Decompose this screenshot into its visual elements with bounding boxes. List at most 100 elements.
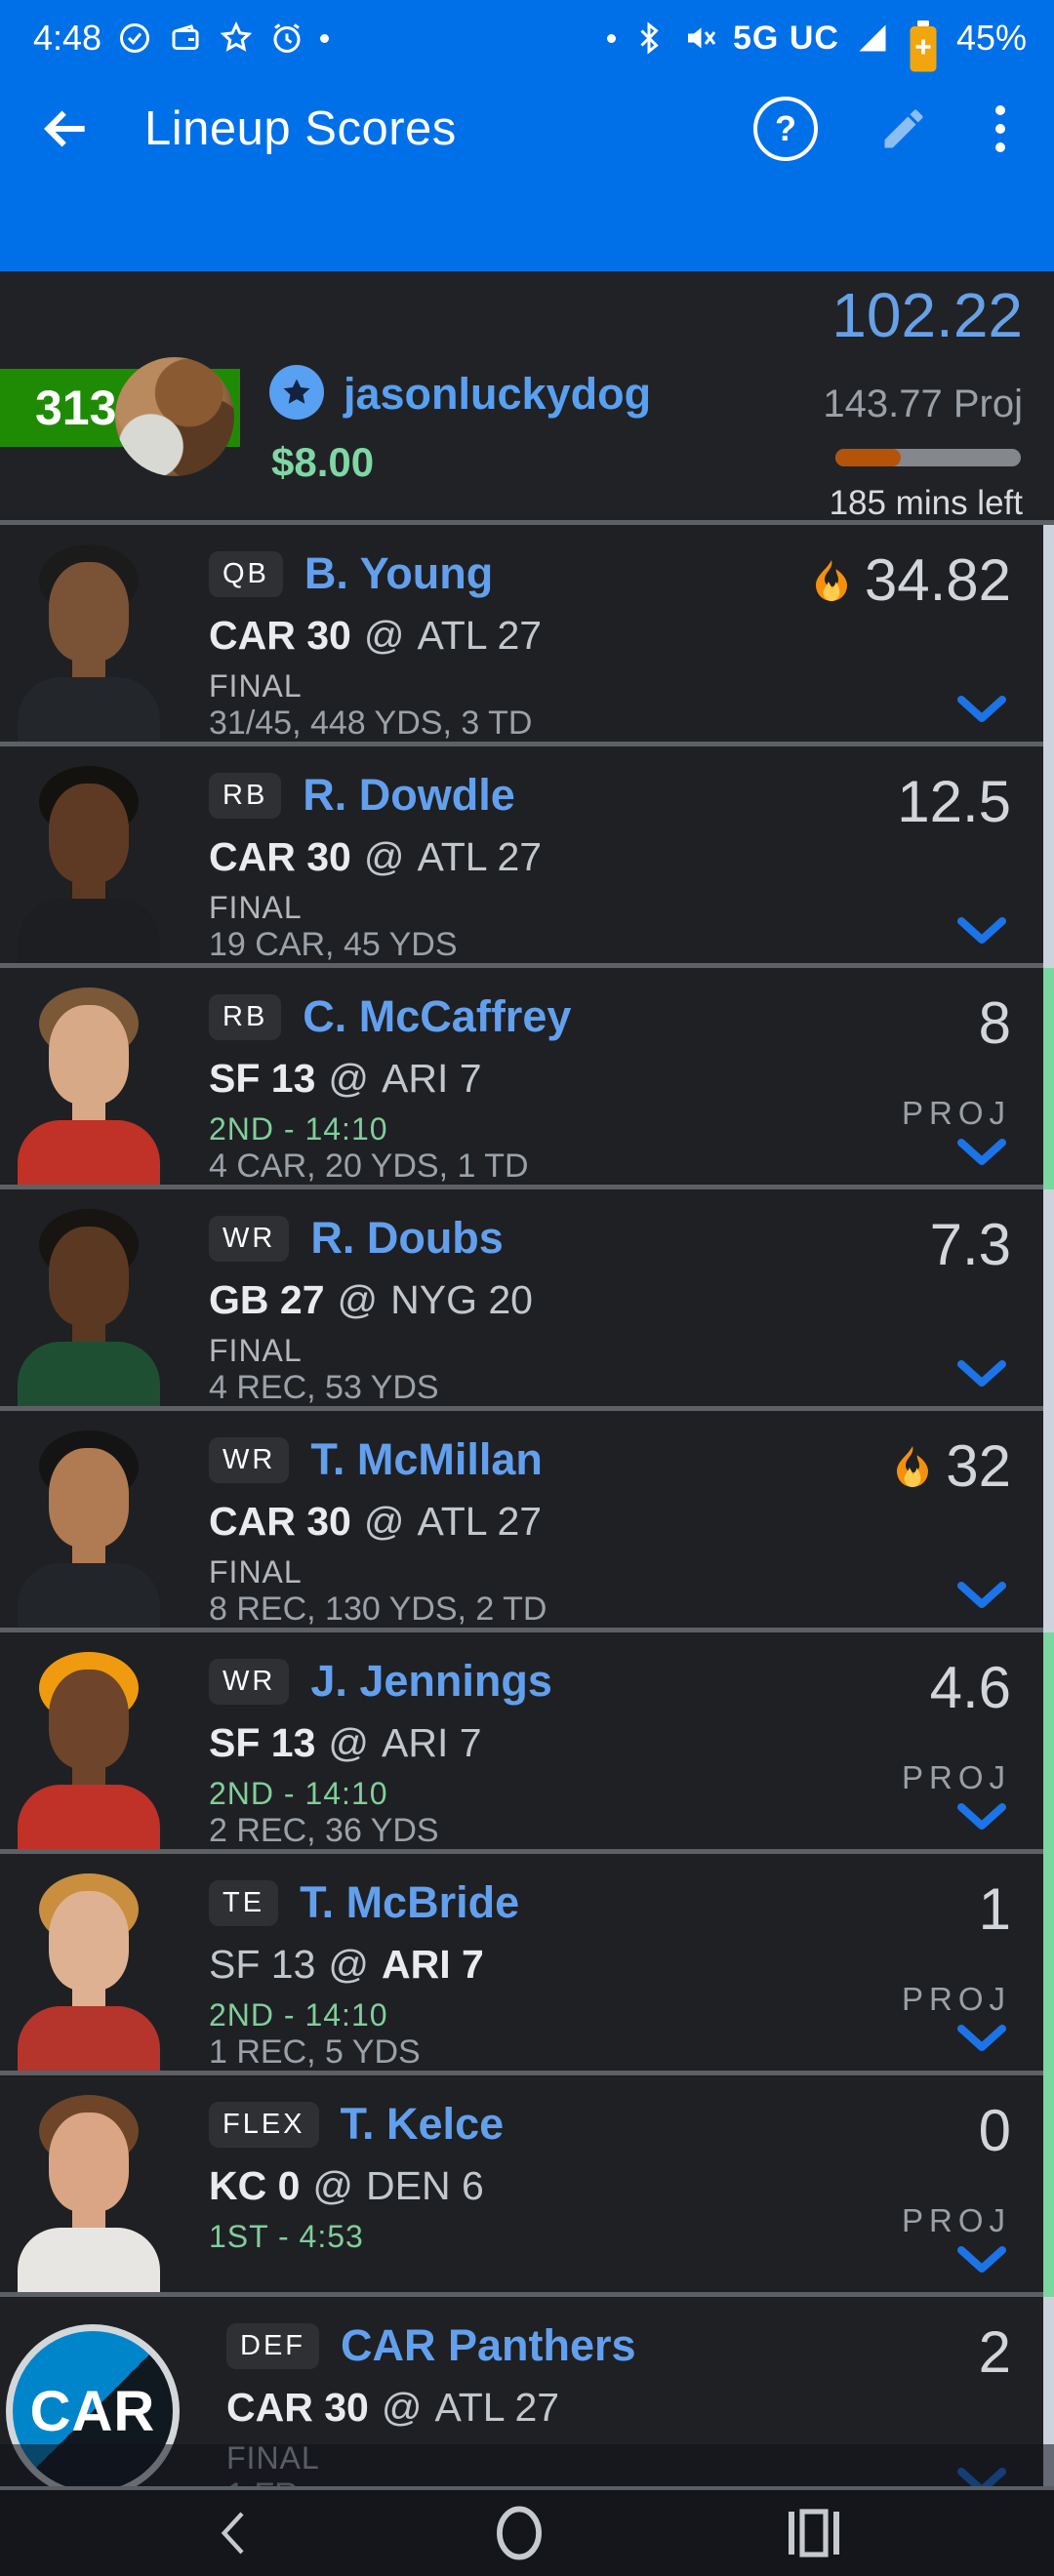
wallet-icon xyxy=(168,20,203,56)
points: 2 xyxy=(978,2319,1011,2385)
matchup: CAR 30 @ ATL 27 xyxy=(209,1499,543,1544)
status-strip xyxy=(1043,968,1054,1189)
notification-dot xyxy=(607,33,617,43)
nav-recents-icon[interactable] xyxy=(787,2507,841,2559)
status-strip xyxy=(1043,746,1054,968)
avatar[interactable] xyxy=(115,357,234,476)
page-title: Lineup Scores xyxy=(144,102,457,155)
player-photo xyxy=(16,984,162,1185)
battery-icon xyxy=(906,20,941,72)
back-arrow-icon[interactable] xyxy=(39,101,94,156)
stat-line: 2 REC, 36 YDS xyxy=(209,1812,439,1849)
status-strip xyxy=(1043,1411,1054,1632)
status-strip xyxy=(1043,525,1054,746)
player-name[interactable]: J. Jennings xyxy=(310,1656,552,1706)
player-name[interactable]: T. McBride xyxy=(300,1877,520,1927)
android-nav-bar xyxy=(0,2486,1054,2576)
points: 34.82 xyxy=(864,547,1011,613)
player-name[interactable]: R. Dowdle xyxy=(303,770,515,820)
proj-label: PROJ xyxy=(901,1095,1011,1131)
proj-label: PROJ xyxy=(901,2202,1011,2238)
player-photo xyxy=(16,541,162,742)
stat-line: 19 CAR, 45 YDS xyxy=(209,926,458,963)
player-list: QB B. Young CAR 30 @ ATL 27 FINAL 31/45, 4… xyxy=(0,525,1054,2518)
matchup: CAR 30 @ ATL 27 xyxy=(209,834,543,879)
chevron-down-icon[interactable] xyxy=(956,1138,1007,1167)
edit-pencil-icon[interactable] xyxy=(878,103,929,154)
game-status: 2ND - 14:10 xyxy=(209,1997,388,2033)
alarm-icon xyxy=(269,20,304,56)
lineup-summary: 3136 jasonluckydog $8.00 102.22 143.77 P… xyxy=(0,271,1054,525)
game-status: FINAL xyxy=(209,890,303,925)
game-status: FINAL xyxy=(209,668,303,704)
projected-score: 143.77 Proj xyxy=(823,382,1023,425)
nav-back-icon[interactable] xyxy=(213,2507,252,2559)
player-row[interactable]: FLEX T. Kelce KC 0 @ DEN 6 1ST - 4:53 0 PR… xyxy=(0,2075,1054,2297)
chevron-down-icon[interactable] xyxy=(956,1802,1007,1831)
network-type: 5G UC xyxy=(733,19,839,57)
game-status: 2ND - 14:10 xyxy=(209,1776,388,1811)
minutes-left: 185 mins left xyxy=(829,484,1023,522)
overflow-menu-icon[interactable] xyxy=(990,100,1011,158)
player-row[interactable]: WR J. Jennings SF 13 @ ARI 7 2ND - 14:10 2… xyxy=(0,1632,1054,1854)
star-icon xyxy=(219,20,254,56)
proj-label: PROJ xyxy=(901,1759,1011,1795)
points: 0 xyxy=(978,2098,1011,2163)
player-photo xyxy=(16,1427,162,1628)
position-badge: RB xyxy=(209,993,282,1040)
position-badge: DEF xyxy=(226,2322,319,2369)
player-row[interactable]: WR T. McMillan CAR 30 @ ATL 27 FINAL 8 REC… xyxy=(0,1411,1054,1632)
game-status: 1ST - 4:53 xyxy=(209,2219,364,2254)
status-bar: 4:48 5G UC xyxy=(0,0,1054,72)
player-photo xyxy=(16,2091,162,2292)
stat-line: 31/45, 448 YDS, 3 TD xyxy=(209,704,533,742)
chevron-down-icon[interactable] xyxy=(956,2024,1007,2053)
username[interactable]: jasonluckydog xyxy=(344,369,652,419)
position-badge: QB xyxy=(209,550,283,597)
points: 12.5 xyxy=(897,769,1011,834)
player-name[interactable]: T. McMillan xyxy=(310,1434,543,1484)
player-photo xyxy=(16,1648,162,1849)
stat-line: 1 REC, 5 YDS xyxy=(209,2033,421,2071)
chevron-down-icon[interactable] xyxy=(956,2245,1007,2274)
status-strip xyxy=(1043,1632,1054,1854)
winnings: $8.00 xyxy=(271,439,375,485)
mute-icon xyxy=(682,20,717,56)
player-row[interactable]: QB B. Young CAR 30 @ ATL 27 FINAL 31/45, 4… xyxy=(0,525,1054,746)
fire-icon xyxy=(808,557,855,604)
status-strip xyxy=(1043,1189,1054,1411)
game-status: 2ND - 14:10 xyxy=(209,1111,388,1147)
chevron-down-icon[interactable] xyxy=(956,1359,1007,1389)
player-name[interactable]: CAR Panthers xyxy=(341,2320,636,2370)
chevron-down-icon[interactable] xyxy=(956,1581,1007,1610)
player-name[interactable]: R. Doubs xyxy=(310,1213,504,1263)
help-icon[interactable]: ? xyxy=(753,97,818,161)
player-row[interactable]: RB R. Dowdle CAR 30 @ ATL 27 FINAL 19 CAR,… xyxy=(0,746,1054,968)
chevron-down-icon[interactable] xyxy=(956,695,1007,724)
time-progress-bar xyxy=(835,449,1021,466)
battery-percent: 45% xyxy=(955,18,1027,58)
player-name[interactable]: T. Kelce xyxy=(340,2099,505,2149)
player-name[interactable]: C. McCaffrey xyxy=(303,991,572,1041)
player-row[interactable]: WR R. Doubs GB 27 @ NYG 20 FINAL 4 REC, 53… xyxy=(0,1189,1054,1411)
player-row[interactable]: RB C. McCaffrey SF 13 @ ARI 7 2ND - 14:10 … xyxy=(0,968,1054,1189)
nav-home-icon[interactable] xyxy=(493,2505,546,2561)
stat-line: 4 REC, 53 YDS xyxy=(209,1369,439,1406)
matchup: CAR 30 @ ATL 27 xyxy=(226,2385,560,2430)
game-status: FINAL xyxy=(209,1554,303,1590)
points: 32 xyxy=(946,1433,1011,1499)
status-strip xyxy=(1043,2297,1054,2518)
proj-label: PROJ xyxy=(901,1981,1011,2017)
position-badge: FLEX xyxy=(209,2101,319,2148)
points: 4.6 xyxy=(929,1655,1011,1720)
player-name[interactable]: B. Young xyxy=(304,548,494,598)
game-status: FINAL xyxy=(209,1333,303,1368)
player-row[interactable]: TE T. McBride SF 13 @ ARI 7 2ND - 14:10 1 … xyxy=(0,1854,1054,2075)
matchup: CAR 30 @ ATL 27 xyxy=(209,613,543,658)
chevron-down-icon[interactable] xyxy=(956,916,1007,946)
status-strip xyxy=(1043,1854,1054,2075)
fire-icon xyxy=(889,1443,936,1490)
points: 1 xyxy=(978,1876,1011,1942)
player-photo xyxy=(16,762,162,963)
